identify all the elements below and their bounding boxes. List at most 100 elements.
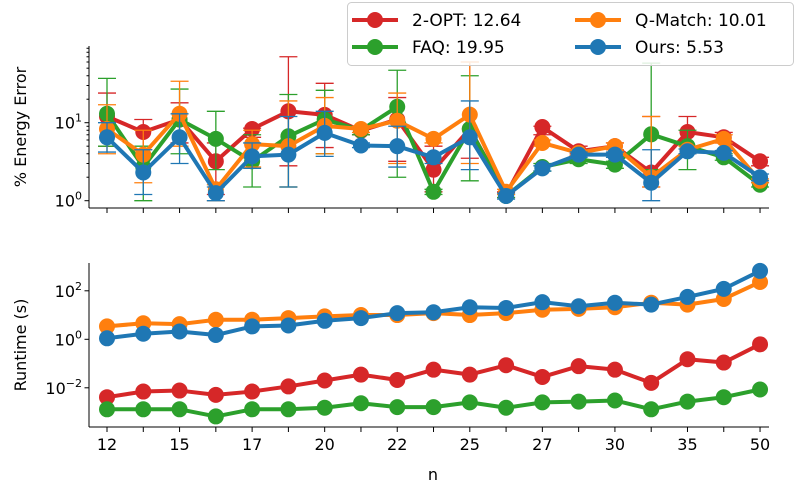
data-point — [316, 312, 333, 329]
data-point — [352, 310, 369, 327]
data-point — [389, 138, 406, 155]
legend-label: Q-Match: 10.01 — [635, 11, 767, 31]
data-point — [207, 311, 224, 328]
data-point — [606, 361, 623, 378]
data-point — [207, 408, 224, 425]
data-point — [207, 130, 224, 147]
data-point — [425, 161, 442, 178]
energy-error-panel: 100 101 — [55, 46, 770, 213]
x-tick-label: 50 — [750, 435, 770, 454]
data-point — [534, 119, 551, 136]
data-point — [135, 325, 152, 342]
data-point — [171, 382, 188, 399]
x-axis-label: n — [428, 465, 438, 484]
y-tick-label: 101 — [55, 112, 82, 133]
data-point — [207, 185, 224, 202]
data-point — [171, 401, 188, 418]
data-point — [389, 112, 406, 129]
data-point — [135, 164, 152, 181]
data-point — [352, 366, 369, 383]
data-point — [280, 401, 297, 418]
series-ours — [99, 262, 769, 347]
x-tick-label: 35 — [677, 435, 697, 454]
legend-label: Ours: 5.53 — [635, 38, 724, 58]
data-point — [425, 399, 442, 416]
data-point — [244, 401, 261, 418]
series-2-opt — [99, 336, 769, 406]
bottom-y-axis-label: Runtime (s) — [11, 299, 30, 392]
legend-marker — [590, 39, 606, 55]
data-point — [570, 358, 587, 375]
legend-label: FAQ: 19.95 — [412, 38, 505, 58]
data-point — [99, 129, 115, 146]
data-point — [534, 134, 551, 151]
data-point — [425, 130, 442, 147]
legend-entry: 2-OPT: 12.64 — [352, 11, 521, 31]
data-point — [679, 143, 696, 160]
data-point — [715, 280, 732, 297]
legend-marker — [590, 12, 606, 28]
data-point — [752, 336, 769, 353]
data-point — [643, 174, 660, 191]
y-tick-label: 100 — [55, 328, 82, 349]
data-point — [752, 169, 769, 186]
series-q-match — [99, 274, 769, 335]
x-tick-label: 22 — [387, 435, 407, 454]
x-tick-label: 25 — [460, 435, 480, 454]
x-tick-label: 27 — [532, 435, 552, 454]
data-point — [171, 129, 188, 146]
legend-marker — [367, 12, 383, 28]
data-point — [679, 351, 696, 368]
data-point — [534, 368, 551, 385]
data-point — [316, 399, 333, 416]
data-point — [570, 393, 587, 410]
data-point — [425, 304, 442, 321]
data-point — [534, 394, 551, 411]
data-point — [679, 393, 696, 410]
data-point — [752, 153, 769, 170]
data-point — [316, 372, 333, 389]
data-point — [244, 383, 261, 400]
data-point — [498, 399, 515, 416]
data-point — [570, 146, 587, 163]
legend-marker — [367, 39, 383, 55]
y-tick-label: 102 — [55, 280, 82, 301]
legend-entry: FAQ: 19.95 — [352, 38, 505, 58]
legend-entry: Ours: 5.53 — [575, 38, 724, 58]
data-point — [135, 383, 152, 400]
data-point — [498, 357, 515, 374]
data-point — [280, 146, 297, 163]
data-point — [606, 146, 623, 163]
data-point — [99, 330, 115, 347]
data-point — [425, 149, 442, 166]
data-point — [135, 401, 152, 418]
data-point — [244, 148, 261, 165]
x-tick-label: 20 — [315, 435, 335, 454]
data-point — [606, 294, 623, 311]
data-point — [352, 395, 369, 412]
data-point — [498, 187, 515, 204]
data-point — [461, 299, 478, 316]
data-point — [715, 130, 732, 147]
y-tick-label: 100 — [55, 190, 82, 211]
runtime-panel: 10−2 100 102 12 15 17 20 22 25 27 30 35 50 — [45, 262, 770, 454]
data-point — [207, 386, 224, 403]
legend-box — [347, 2, 794, 66]
legend-label: 2-OPT: 12.64 — [412, 11, 521, 31]
data-point — [425, 183, 442, 200]
data-point — [679, 288, 696, 305]
data-point — [534, 160, 551, 177]
data-point — [352, 137, 369, 154]
data-point — [99, 401, 115, 418]
data-point — [498, 299, 515, 316]
data-point — [207, 327, 224, 344]
data-point — [99, 389, 115, 406]
data-point — [715, 354, 732, 371]
x-tick-label: 15 — [169, 435, 189, 454]
data-point — [389, 305, 406, 322]
data-point — [752, 381, 769, 398]
data-point — [534, 294, 551, 311]
data-point — [389, 399, 406, 416]
data-point — [643, 374, 660, 391]
